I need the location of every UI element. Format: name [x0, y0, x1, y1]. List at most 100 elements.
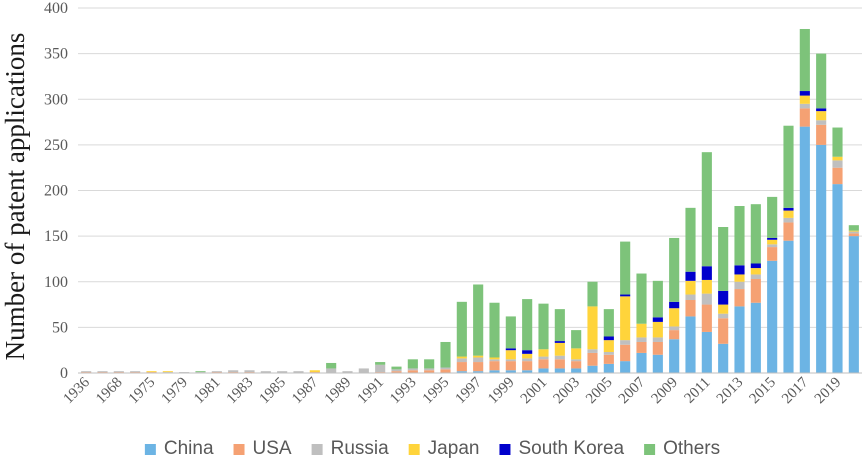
x-tick-label: 2013 [714, 375, 747, 408]
bar-segment [750, 302, 761, 373]
bar-segment [587, 349, 598, 353]
x-tick-label: 2001 [518, 375, 551, 408]
bar-segment [603, 340, 614, 353]
bar-segment [620, 340, 631, 345]
bar-segment [407, 359, 418, 369]
x-tick-label: 2019 [812, 375, 845, 408]
bar-segment [701, 293, 712, 305]
bar-segment [685, 280, 696, 295]
bar-segment [652, 337, 663, 342]
bar-segment [636, 273, 647, 324]
bar-segment [652, 341, 663, 355]
bar-segment [734, 265, 745, 275]
bar-segment [554, 341, 565, 343]
bar-segment [767, 247, 778, 261]
bar-segment [277, 371, 288, 373]
bar-segment [505, 348, 516, 351]
legend-swatch [499, 444, 511, 455]
bar-segment [636, 352, 647, 373]
bar-segment [734, 289, 745, 307]
bar-segment [358, 368, 369, 373]
bar-segment [734, 274, 745, 282]
bar-segment [473, 371, 484, 373]
bar-segment [669, 301, 680, 309]
x-tick-label: 1997 [452, 374, 485, 407]
bar-segment [799, 91, 810, 96]
bar-segment [701, 304, 712, 332]
bar-segment [620, 361, 631, 373]
bar-segment [489, 370, 500, 373]
bar-segment [669, 308, 680, 327]
bar-segment [505, 370, 516, 373]
bar-segment [848, 236, 859, 373]
bar-segment [554, 368, 565, 373]
bar-segment [456, 358, 467, 363]
bar-segment [750, 263, 761, 269]
x-tick-label: 2009 [648, 375, 681, 408]
bar-segment [718, 313, 729, 319]
bar-segment [799, 108, 810, 127]
legend-label: South Korea [518, 438, 624, 459]
y-axis-title: Number of patent applications [0, 33, 30, 361]
legend-swatch [644, 444, 656, 455]
bar-segment [538, 368, 549, 373]
bar-segment [522, 370, 533, 373]
bar-segment [522, 350, 533, 354]
bar-segment [538, 356, 549, 360]
bar-segment [407, 370, 418, 373]
x-tick-label: 2007 [616, 374, 649, 407]
bar-segment [522, 353, 533, 359]
bar-segment [669, 339, 680, 373]
x-tick-label: 2015 [746, 375, 779, 408]
bar-segment [424, 368, 435, 371]
x-tick-label: 1979 [158, 375, 191, 408]
bar-segment [816, 144, 827, 373]
bar-segment [832, 156, 843, 161]
bar-segment [522, 361, 533, 371]
y-tick-label: 0 [60, 365, 68, 382]
bar-segment [685, 271, 696, 281]
bar-segment [228, 370, 239, 373]
bar-segment [440, 367, 451, 370]
bar-segment [538, 349, 549, 357]
bar-segment [424, 370, 435, 373]
bar-segment [669, 237, 680, 302]
legend-swatch [233, 444, 245, 455]
y-tick-label: 100 [44, 274, 68, 291]
bar-segment [505, 316, 516, 349]
bar-segment [767, 260, 778, 373]
bar-segment [244, 370, 255, 373]
bar-segment [816, 124, 827, 145]
legend-label: Russia [331, 438, 390, 459]
bar-segment [440, 341, 451, 368]
y-tick-label: 400 [44, 0, 68, 17]
x-tick-label: 1981 [191, 375, 224, 408]
bar-segment [816, 120, 827, 125]
bar-segment [293, 371, 304, 373]
x-tick-label: 1991 [354, 375, 387, 408]
legend-swatch [408, 444, 420, 455]
bar-segment [309, 370, 320, 373]
bar-segment [701, 331, 712, 373]
bar-segment [832, 184, 843, 373]
bar-segment [81, 371, 92, 373]
bar-segment [211, 371, 222, 373]
bar-segment [620, 241, 631, 295]
bar-segment [505, 350, 516, 360]
bar-segment [669, 326, 680, 331]
bar-segment [260, 371, 271, 373]
bar-segment [456, 356, 467, 359]
bar-segment [522, 299, 533, 351]
bar-segment [783, 222, 794, 241]
bar-segment [603, 352, 614, 355]
bar-segment [783, 240, 794, 373]
bar-segment [783, 125, 794, 208]
bar-segment [603, 354, 614, 364]
bar-segment [816, 53, 827, 109]
x-tick-label: 1983 [224, 375, 257, 408]
bar-segment [571, 330, 582, 349]
bar-segment [587, 352, 598, 366]
bar-segment [391, 371, 402, 373]
bar-segment [130, 371, 141, 373]
